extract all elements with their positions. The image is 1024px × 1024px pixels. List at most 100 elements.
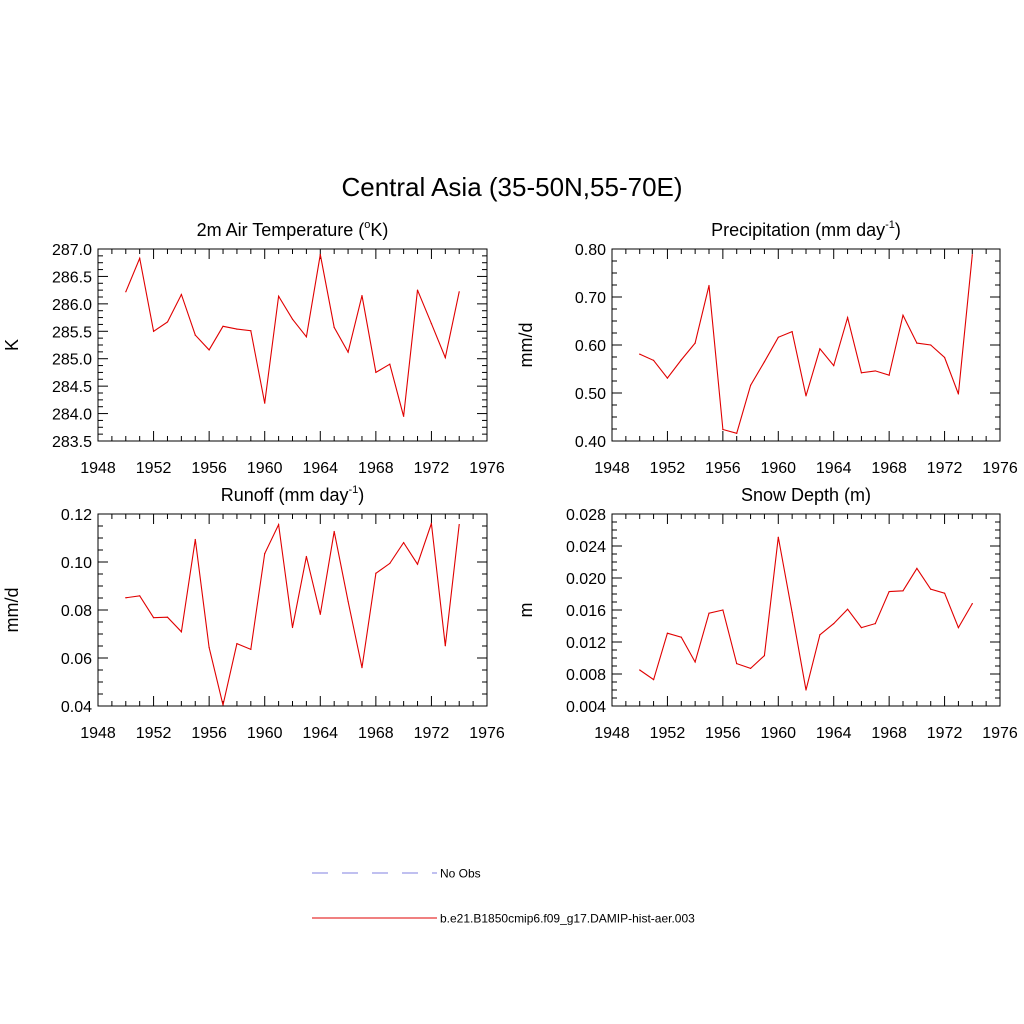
legend: No Obs b.e21.B1850cmip6.f09_g17.DAMIP-hi…	[312, 867, 695, 926]
y-tick-label-precipitation: 0.40	[575, 434, 606, 451]
x-tick-label-runoff: 1960	[247, 725, 283, 742]
data-point-air-temperature	[430, 323, 433, 325]
data-point-runoff	[125, 597, 127, 599]
panel-snow-depth: 1948 1952 1956 1960 1964 1968 1972 1976 0.004 0.0…	[516, 485, 1018, 742]
panel-title-runoff: Runoff (mm day-1)	[221, 484, 365, 505]
x-tick-label-snow-depth: 1964	[816, 725, 852, 742]
data-point-precipitation	[791, 330, 793, 333]
panel-title-snow-depth: Snow Depth (m)	[741, 485, 871, 505]
y-tick-label-air-temperature: 284.0	[52, 407, 92, 424]
x-tick-label-snow-depth: 1976	[982, 725, 1018, 742]
data-point-air-temperature	[291, 318, 294, 320]
data-point-runoff	[139, 595, 141, 597]
data-point-air-temperature	[250, 330, 252, 332]
y-tick-label-precipitation: 0.80	[575, 242, 606, 259]
data-point-snow-depth	[666, 632, 669, 634]
data-point-air-temperature	[222, 325, 224, 327]
x-tick-label-precipitation: 1968	[871, 460, 907, 477]
x-tick-label-precipitation: 1956	[705, 460, 741, 477]
x-tick-label-runoff: 1968	[358, 725, 394, 742]
panel-precipitation: 1948 1952 1956 1960 1964 1968 1972 1976 0.40 0.50…	[516, 219, 1018, 477]
data-point-runoff	[305, 555, 307, 558]
series-line-runoff	[125, 522, 460, 706]
panel-title-superscript: -1	[885, 219, 895, 231]
x-tick-label-air-temperature: 1964	[302, 460, 338, 477]
y-tick-label-snow-depth: 0.016	[566, 603, 606, 620]
data-point-runoff	[250, 648, 252, 650]
data-point-runoff	[278, 523, 280, 526]
y-tick-label-precipitation: 0.60	[575, 338, 606, 355]
data-point-precipitation	[846, 317, 849, 319]
data-point-snow-depth	[916, 567, 918, 570]
data-point-snow-depth	[957, 627, 960, 629]
data-point-runoff	[291, 626, 294, 629]
y-axis-label-precipitation: mm/d	[516, 323, 536, 368]
x-tick-label-air-temperature: 1968	[358, 460, 394, 477]
panel-title-text: Runoff (mm day	[221, 485, 349, 505]
data-point-runoff	[152, 617, 155, 619]
plot-frame-runoff	[97, 513, 488, 707]
data-point-runoff	[236, 643, 238, 645]
data-point-air-temperature	[152, 330, 155, 332]
plot-frame-snow-depth	[611, 513, 1001, 707]
y-tick-label-runoff: 0.06	[61, 651, 92, 668]
data-point-precipitation	[694, 342, 696, 344]
data-point-air-temperature	[319, 253, 321, 256]
data-point-snow-depth	[736, 663, 738, 665]
y-tick-label-snow-depth: 0.028	[566, 507, 606, 524]
data-point-precipitation	[943, 356, 946, 359]
panel-title-text: Precipitation (mm day	[711, 220, 885, 240]
data-point-air-temperature	[375, 371, 377, 374]
data-point-snow-depth	[902, 590, 904, 592]
data-point-precipitation	[930, 344, 932, 346]
data-point-air-temperature	[194, 334, 196, 336]
panel-title-air-temperature: 2m Air Temperature (oK)	[197, 219, 389, 240]
y-tick-label-air-temperature: 283.5	[52, 434, 92, 451]
y-tick-label-air-temperature: 286.5	[52, 269, 92, 286]
panels: 1948 1952 1956 1960 1964 1968 1972 1976 283.5 284…	[2, 219, 1018, 742]
x-tick-label-snow-depth: 1960	[760, 725, 796, 742]
legend-label-no-obs: No Obs	[440, 867, 481, 881]
panel-runoff: 1948 1952 1956 1960 1964 1968 1972 1976 0.04 0.06…	[2, 484, 505, 742]
panel-title-superscript: o	[364, 219, 370, 231]
data-point-precipitation	[833, 365, 835, 367]
data-point-runoff	[166, 616, 169, 618]
plot-frame-precipitation	[611, 248, 1001, 442]
data-point-snow-depth	[805, 689, 807, 691]
data-point-runoff	[375, 572, 377, 574]
data-point-snow-depth	[833, 623, 835, 625]
y-tick-label-snow-depth: 0.004	[566, 699, 606, 716]
data-point-snow-depth	[777, 536, 779, 538]
y-tick-label-runoff: 0.04	[61, 699, 92, 716]
y-axis-label-snow-depth: m	[516, 603, 536, 618]
x-tick-label-precipitation: 1972	[927, 460, 963, 477]
data-point-air-temperature	[347, 351, 349, 353]
x-tick-label-precipitation: 1964	[816, 460, 852, 477]
data-point-snow-depth	[639, 669, 641, 671]
x-tick-label-air-temperature: 1952	[136, 460, 172, 477]
data-point-snow-depth	[860, 627, 863, 629]
x-tick-label-runoff: 1956	[191, 725, 227, 742]
data-point-snow-depth	[888, 591, 890, 593]
data-point-snow-depth	[722, 609, 724, 611]
data-point-runoff	[333, 530, 335, 533]
data-point-air-temperature	[236, 328, 238, 330]
data-point-snow-depth	[749, 667, 752, 670]
x-tick-label-snow-depth: 1956	[705, 725, 741, 742]
data-point-precipitation	[777, 336, 779, 338]
data-point-runoff	[319, 613, 321, 615]
data-point-runoff	[389, 562, 391, 565]
panel-title-suffix: K)	[370, 220, 388, 240]
x-tick-label-runoff: 1976	[469, 725, 505, 742]
x-tick-label-snow-depth: 1968	[871, 725, 907, 742]
y-tick-label-snow-depth: 0.008	[566, 667, 606, 684]
data-point-precipitation	[874, 370, 876, 372]
data-point-air-temperature	[444, 357, 446, 359]
x-tick-label-snow-depth: 1952	[650, 725, 686, 742]
x-tick-label-air-temperature: 1960	[247, 460, 283, 477]
y-tick-label-air-temperature: 287.0	[52, 242, 92, 259]
data-point-air-temperature	[361, 295, 363, 297]
data-point-air-temperature	[208, 349, 210, 351]
data-point-precipitation	[680, 359, 682, 361]
data-point-runoff	[403, 541, 405, 544]
